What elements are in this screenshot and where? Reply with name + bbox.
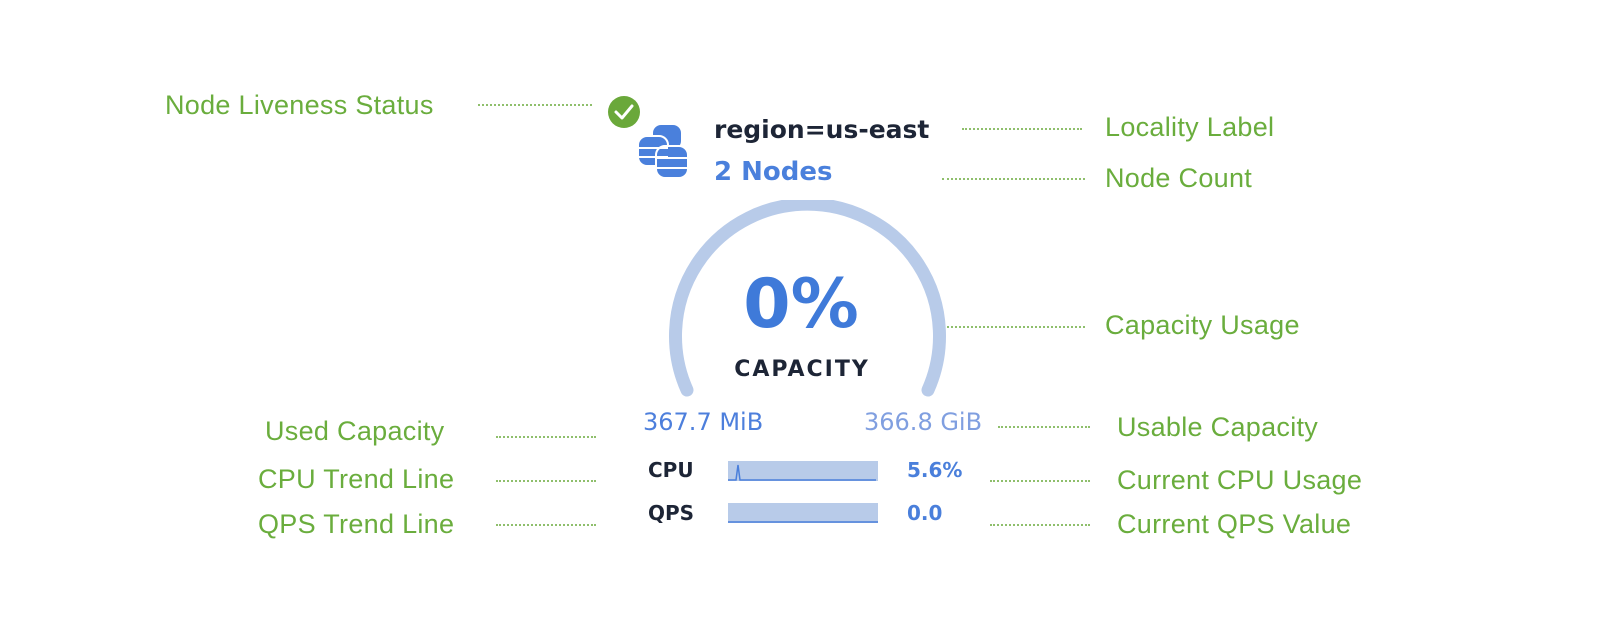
leader-line [496,480,596,482]
leader-line [990,524,1090,526]
used-capacity: 367.7 MiB [643,408,764,436]
cpu-label: CPU [648,458,694,482]
cpu-value: 5.6% [907,458,963,482]
database-icon [637,123,689,179]
annotation-capacity-usage: Capacity Usage [1105,310,1300,340]
annotation-current-qps: Current QPS Value [1117,509,1352,539]
annotation-current-cpu: Current CPU Usage [1117,465,1363,495]
leader-line [942,178,1085,180]
gauge-track [669,200,946,397]
cpu-sparkline[interactable] [728,461,878,481]
annotation-liveness: Node Liveness Status [165,90,434,120]
annotation-node-count: Node Count [1105,163,1253,193]
leader-line [990,480,1090,482]
qps-label: QPS [648,501,695,525]
annotation-used-capacity: Used Capacity [265,416,445,446]
capacity-label: CAPACITY [734,357,870,382]
leader-line [496,524,596,526]
capacity-percent: 0% [743,265,859,344]
qps-value: 0.0 [907,501,943,525]
check-circle-icon [608,96,640,128]
qps-sparkline[interactable] [728,503,878,523]
node-count[interactable]: 2 Nodes [714,157,833,187]
leader-line [478,104,592,106]
leader-line [998,426,1090,428]
annotation-qps-trend: QPS Trend Line [258,509,455,539]
annotation-cpu-trend: CPU Trend Line [258,464,455,494]
leader-line [496,436,596,438]
usable-capacity: 366.8 GiB [864,408,983,436]
capacity-gauge [669,200,946,397]
locality-label: region=us-east [714,115,930,144]
leader-line [962,128,1082,130]
leader-line [942,326,1085,328]
annotation-usable-capacity: Usable Capacity [1117,412,1319,442]
annotation-locality: Locality Label [1105,112,1275,142]
